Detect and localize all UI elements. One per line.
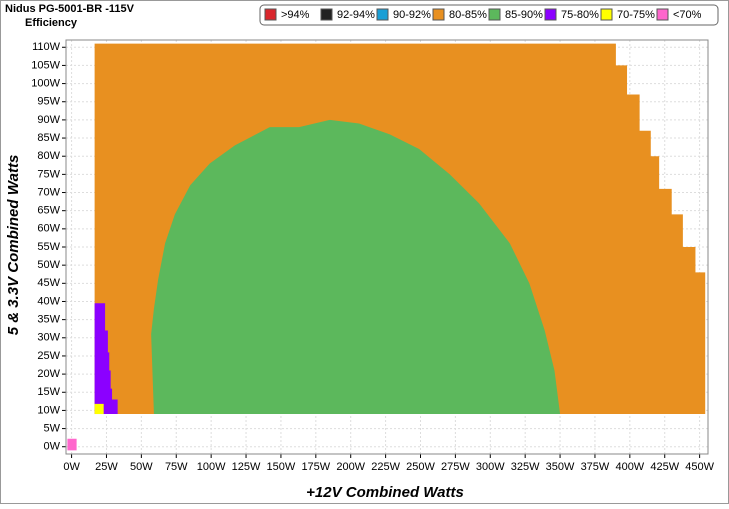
y-tick-label: 60W bbox=[37, 223, 60, 235]
y-tick-label: 35W bbox=[37, 314, 60, 326]
y-tick-label: 15W bbox=[37, 386, 60, 398]
chart-subtitle: Efficiency bbox=[25, 17, 78, 29]
legend-label: 80-85% bbox=[449, 9, 487, 21]
legend-swatch bbox=[544, 8, 557, 21]
legend-label: 90-92% bbox=[393, 9, 431, 21]
y-tick-label: 40W bbox=[37, 295, 60, 307]
x-tick-label: 225W bbox=[371, 461, 400, 473]
x-tick-label: 50W bbox=[130, 461, 153, 473]
x-tick-label: 400W bbox=[615, 461, 644, 473]
x-tick-label: 300W bbox=[476, 461, 505, 473]
x-tick-label: 450W bbox=[685, 461, 714, 473]
x-tick-label: 325W bbox=[511, 461, 540, 473]
plot-border bbox=[65, 39, 709, 455]
y-tick-label: 5W bbox=[44, 422, 61, 434]
x-tick-label: 375W bbox=[581, 461, 610, 473]
legend-swatch bbox=[488, 8, 501, 21]
legend-label: >94% bbox=[281, 9, 310, 21]
y-tick-label: 45W bbox=[37, 277, 60, 289]
y-tick-label: 20W bbox=[37, 368, 60, 380]
y-axis-label: 5 & 3.3V Combined Watts bbox=[5, 155, 22, 336]
y-tick-label: 105W bbox=[31, 59, 60, 71]
y-tick-label: 90W bbox=[37, 114, 60, 126]
x-tick-label: 175W bbox=[301, 461, 330, 473]
y-tick-label: 85W bbox=[37, 132, 60, 144]
legend-swatch bbox=[600, 8, 613, 21]
efficiency-region bbox=[94, 403, 104, 415]
y-tick-label: 10W bbox=[37, 404, 60, 416]
x-tick-label: 200W bbox=[336, 461, 365, 473]
chart-title: Nidus PG-5001-BR -115V bbox=[5, 3, 135, 15]
x-tick-label: 0W bbox=[63, 461, 80, 473]
x-tick-label: 250W bbox=[406, 461, 435, 473]
legend-swatch bbox=[264, 8, 277, 21]
legend-swatch bbox=[376, 8, 389, 21]
legend-label: 70-75% bbox=[617, 9, 655, 21]
x-tick-label: 150W bbox=[267, 461, 296, 473]
efficiency-region bbox=[151, 119, 561, 415]
x-tick-label: 25W bbox=[95, 461, 118, 473]
legend-swatch bbox=[320, 8, 333, 21]
efficiency-region bbox=[67, 438, 77, 451]
y-tick-label: 0W bbox=[44, 441, 61, 453]
x-tick-label: 125W bbox=[232, 461, 261, 473]
legend-swatch bbox=[432, 8, 445, 21]
y-tick-label: 95W bbox=[37, 96, 60, 108]
legend-label: <70% bbox=[673, 9, 702, 21]
x-tick-label: 425W bbox=[650, 461, 679, 473]
y-tick-label: 80W bbox=[37, 150, 60, 162]
y-tick-label: 55W bbox=[37, 241, 60, 253]
x-tick-label: 275W bbox=[441, 461, 470, 473]
x-tick-label: 100W bbox=[197, 461, 226, 473]
y-tick-label: 65W bbox=[37, 205, 60, 217]
x-axis-label: +12V Combined Watts bbox=[306, 484, 464, 501]
y-tick-label: 50W bbox=[37, 259, 60, 271]
legend-swatch bbox=[656, 8, 669, 21]
y-tick-label: 110W bbox=[32, 41, 61, 53]
y-tick-label: 70W bbox=[37, 186, 60, 198]
y-tick-label: 30W bbox=[37, 332, 60, 344]
x-tick-label: 350W bbox=[546, 461, 575, 473]
legend-label: 75-80% bbox=[561, 9, 599, 21]
y-tick-label: 100W bbox=[31, 77, 60, 89]
x-tick-label: 75W bbox=[165, 461, 188, 473]
y-tick-label: 75W bbox=[37, 168, 60, 180]
y-tick-label: 25W bbox=[37, 350, 60, 362]
legend-label: 92-94% bbox=[337, 9, 375, 21]
efficiency-region bbox=[94, 303, 118, 415]
legend-label: 85-90% bbox=[505, 9, 543, 21]
